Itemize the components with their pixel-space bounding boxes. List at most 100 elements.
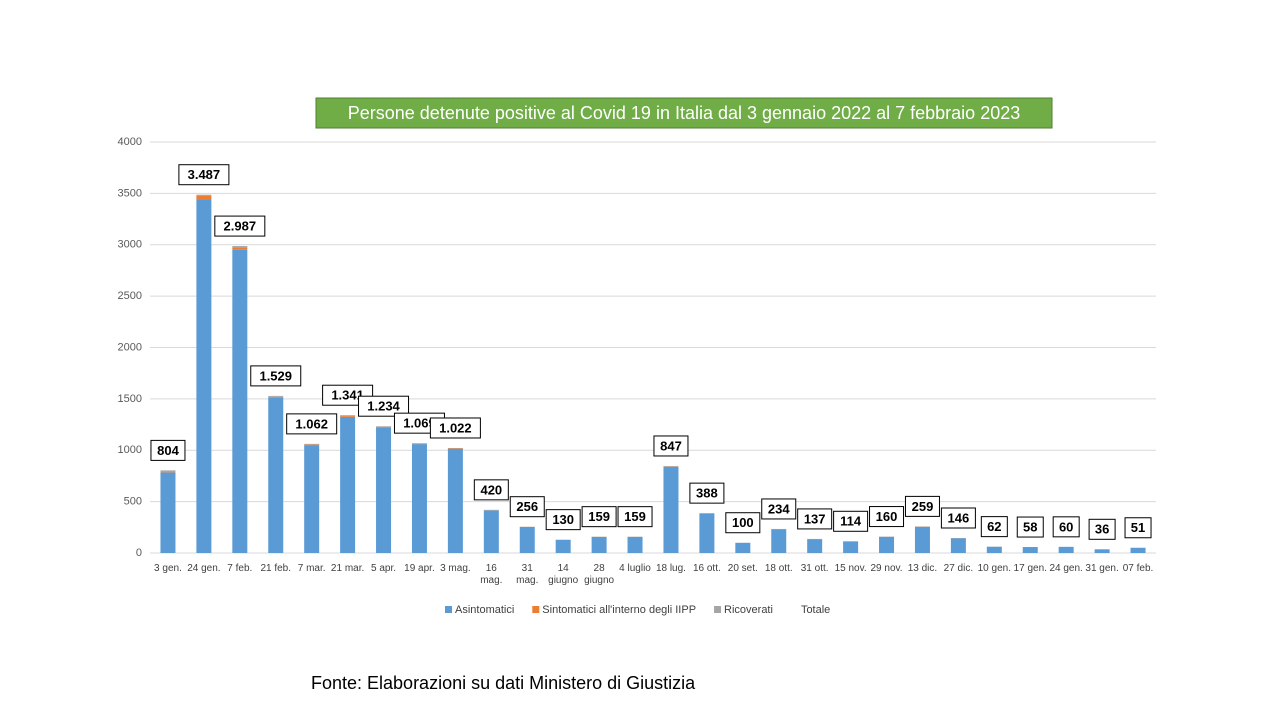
bar [1022, 547, 1038, 553]
y-tick-label: 3000 [118, 239, 142, 251]
bar [735, 542, 751, 553]
data-label-box [150, 439, 186, 461]
bar [447, 447, 463, 449]
x-tick-label: 10 gen. [977, 563, 1011, 574]
data-label-box [940, 507, 976, 529]
data-label: 1.529 [259, 368, 292, 383]
x-tick-label: 24 gen. [187, 563, 221, 574]
bar [843, 541, 859, 553]
data-label-box [214, 215, 266, 237]
x-tick-label: 19 apr. [404, 563, 435, 574]
bar [376, 427, 392, 553]
x-tick-label: 15 nov. [834, 563, 867, 574]
bar [160, 472, 176, 553]
data-label-box [725, 512, 761, 534]
source: Fonte: Elaborazioni su dati Ministero di… [311, 673, 696, 693]
legend-label: Ricoverati [724, 604, 773, 616]
y-tick-label: 1000 [118, 444, 142, 456]
data-label: 1.341 [331, 388, 364, 403]
bar [1130, 547, 1146, 553]
data-label: 847 [660, 438, 682, 453]
data-label: 36 [1095, 522, 1109, 537]
bar [196, 195, 212, 200]
data-label: 60 [1059, 519, 1073, 534]
data-label-box [617, 506, 653, 528]
x-tick-label: 31 ott. [800, 563, 829, 574]
data-label-box [250, 365, 302, 387]
data-label: 146 [948, 510, 970, 525]
data-label: 114 [840, 514, 862, 529]
bar [160, 471, 176, 473]
y-tick-label: 1500 [118, 393, 142, 405]
data-label-box [581, 506, 617, 528]
data-label: 256 [516, 499, 538, 514]
x-tick-label: 18 lug. [655, 563, 686, 574]
y-tick-label: 2500 [118, 290, 142, 302]
bar [519, 527, 535, 553]
data-label-box [509, 496, 545, 518]
legend-label: Asintomatici [455, 604, 514, 616]
data-label: 137 [804, 511, 826, 526]
x-tick-label: 24 gen. [1049, 563, 1083, 574]
bar [411, 443, 427, 444]
y-tick-label: 2000 [118, 341, 142, 353]
x-tick-label: 29 nov. [870, 563, 903, 574]
bar [232, 247, 248, 250]
bar [627, 536, 643, 553]
x-tick-label: 3 mag. [440, 563, 471, 574]
data-label: 159 [624, 509, 646, 524]
data-label: 1.069 [403, 416, 436, 431]
x-tick-label: 27 dic. [943, 563, 974, 574]
x-tick-label: 20 set. [727, 563, 758, 574]
data-label-box [286, 413, 338, 435]
bar [376, 426, 392, 427]
data-label-box [358, 395, 410, 417]
bar [268, 395, 284, 397]
data-label-box [1016, 516, 1044, 538]
y-tick-label: 3500 [118, 187, 142, 199]
legend-swatch [445, 606, 452, 613]
bar [340, 416, 356, 417]
bar [411, 444, 427, 553]
legend-swatch [714, 606, 722, 613]
data-label-box [1124, 517, 1152, 539]
bar [879, 536, 895, 553]
x-tick-label: 07 feb. [1122, 563, 1154, 574]
bar [986, 546, 1002, 553]
data-label-box [761, 498, 797, 520]
data-label: 100 [732, 515, 754, 530]
data-label-box [545, 509, 581, 531]
bar [304, 445, 320, 553]
bar [232, 249, 248, 553]
data-label: 159 [588, 509, 610, 524]
bar [591, 536, 607, 553]
x-tick-label: 31 gen. [1085, 563, 1119, 574]
y-tick-label: 500 [124, 496, 142, 508]
chart-title: Persone detenute positive al Covid 19 in… [348, 103, 1021, 123]
bar [950, 538, 966, 553]
x-tick-label: 16 ott. [692, 563, 721, 574]
bar [196, 199, 212, 554]
data-label: 1.022 [439, 420, 472, 435]
bar [447, 448, 463, 553]
legend-swatch [532, 606, 540, 613]
data-label: 804 [157, 443, 179, 458]
bar [340, 415, 356, 417]
bar [304, 444, 320, 446]
legend-label: Totale [801, 604, 830, 616]
data-label: 58 [1023, 519, 1037, 534]
bar [304, 443, 320, 445]
data-label-box [1088, 518, 1116, 540]
data-label: 160 [876, 509, 898, 524]
data-label-box [904, 495, 940, 517]
bar [196, 194, 212, 196]
data-label: 234 [768, 501, 790, 516]
data-label-box [980, 516, 1008, 538]
bar [555, 539, 571, 553]
x-tick-label: 16 mag. [480, 563, 503, 586]
data-label: 388 [696, 486, 718, 501]
x-tick-label: 4 luglio [619, 563, 651, 574]
y-tick-label: 4000 [118, 136, 142, 148]
data-label-box [869, 506, 905, 528]
